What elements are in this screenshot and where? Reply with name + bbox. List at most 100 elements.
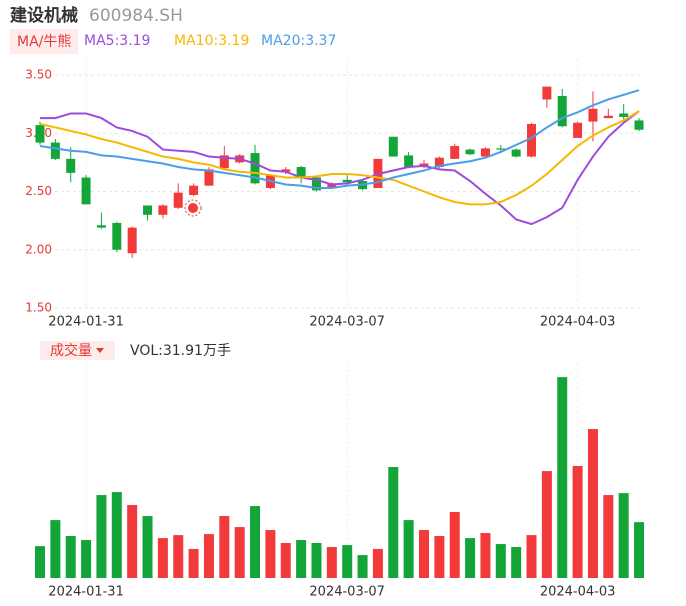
volume-button-bg[interactable] <box>40 341 115 360</box>
y-tick-label: 2.50 <box>25 184 52 198</box>
y-tick-label: 3.50 <box>25 68 52 82</box>
candle-body <box>158 205 168 215</box>
candle-body <box>173 192 183 208</box>
volume-bar <box>526 535 537 578</box>
candle-body <box>573 122 583 138</box>
volume-bar <box>142 516 153 578</box>
candle-body <box>634 120 644 130</box>
x-tick-label: 2024-04-03 <box>540 315 616 330</box>
x-tick-label: 2024-01-31 <box>48 585 124 600</box>
ma-line <box>39 110 640 206</box>
volume-bar <box>465 538 476 578</box>
candle-body <box>327 183 337 189</box>
candle-body <box>189 185 199 195</box>
volume-bar <box>81 540 92 578</box>
candle-body <box>311 177 321 191</box>
candle-body <box>296 167 306 178</box>
volume-bar <box>111 492 122 578</box>
candle-body <box>465 149 475 155</box>
volume-bar <box>311 543 322 578</box>
candle-body <box>127 227 137 254</box>
volume-button[interactable]: 成交量 <box>50 342 92 359</box>
volume-value: VOL:31.91万手 <box>130 343 231 359</box>
volume-bar <box>480 533 491 578</box>
x-tick-label: 2024-03-07 <box>309 585 385 600</box>
stock-name: 建设机械 <box>10 5 78 26</box>
candle-body <box>35 125 45 143</box>
candle-body <box>219 155 229 169</box>
candle-body <box>81 177 91 205</box>
y-tick-label: 2.00 <box>25 242 52 256</box>
candle-body <box>480 148 490 157</box>
candle-body <box>250 153 260 184</box>
candle-body <box>542 86 552 100</box>
volume-bar <box>449 512 460 578</box>
candle-body <box>511 149 521 157</box>
candle-body <box>527 123 537 157</box>
volume-bar <box>572 466 583 578</box>
volume-bar <box>35 546 45 578</box>
volume-bar <box>634 522 645 578</box>
candle-body <box>496 148 506 150</box>
candle-body <box>50 142 60 159</box>
candle-body <box>603 115 613 119</box>
legend-entry: MA10:3.19 <box>174 33 249 49</box>
volume-bar <box>541 471 552 578</box>
volume-bar <box>219 516 230 578</box>
volume-bar <box>618 493 629 578</box>
volume-bar <box>603 495 614 578</box>
stock-code: 600984.SH <box>89 6 183 26</box>
volume-bar <box>250 506 261 578</box>
candle-body <box>66 158 76 173</box>
volume-bar <box>127 505 138 578</box>
candle-body <box>404 155 414 168</box>
volume-bar <box>50 520 61 578</box>
candle-body <box>96 225 106 228</box>
candle-body <box>388 136 398 157</box>
candle-body <box>204 169 214 186</box>
signal-icon-dot <box>188 203 198 213</box>
indicator-button-bg[interactable] <box>10 29 78 54</box>
volume-bar <box>203 534 214 578</box>
volume-bar <box>557 377 568 578</box>
candle-body <box>557 95 567 127</box>
legend-entry: MA20:3.37 <box>261 33 336 49</box>
volume-bar <box>157 538 168 578</box>
candle-body <box>450 146 460 159</box>
volume-bar <box>173 535 184 578</box>
volume-bar <box>357 555 368 578</box>
x-tick-label: 2024-04-03 <box>540 585 616 600</box>
volume-bar <box>587 429 598 578</box>
ma-line <box>39 89 640 190</box>
volume-bar <box>65 536 76 578</box>
indicator-button[interactable]: MA/牛熊 <box>17 34 71 50</box>
legend-entry: MA5:3.19 <box>84 33 150 49</box>
x-tick-label: 2024-01-31 <box>48 315 124 330</box>
volume-bar <box>234 527 245 578</box>
volume-bar <box>434 536 445 578</box>
candle-body <box>434 157 444 168</box>
candle-body <box>281 169 291 172</box>
x-tick-label: 2024-03-07 <box>309 315 385 330</box>
candle-body <box>112 222 122 250</box>
volume-bar <box>495 544 506 578</box>
volume-bar <box>388 467 399 578</box>
volume-bar <box>419 530 429 578</box>
volume-bar <box>403 520 414 578</box>
volume-bar <box>326 547 337 578</box>
candle-body <box>342 179 352 183</box>
candle-body <box>143 205 153 215</box>
volume-bar <box>188 548 199 578</box>
volume-bar <box>280 543 291 578</box>
dropdown-arrow <box>96 348 104 353</box>
volume-bar <box>265 530 276 578</box>
y-tick-label: 1.50 <box>25 301 52 315</box>
volume-bar <box>342 545 353 578</box>
volume-bar <box>296 540 307 578</box>
candle-body <box>619 113 629 117</box>
ma-line <box>40 110 640 226</box>
volume-bar <box>511 547 522 578</box>
volume-bar <box>96 495 107 578</box>
candle-body <box>588 108 598 122</box>
